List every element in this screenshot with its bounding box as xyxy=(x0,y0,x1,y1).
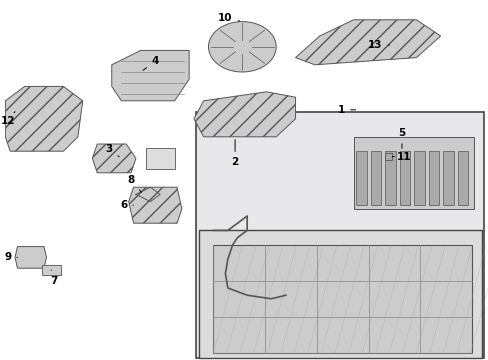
Polygon shape xyxy=(353,137,473,209)
Polygon shape xyxy=(213,245,471,353)
Text: 11: 11 xyxy=(391,152,411,162)
Polygon shape xyxy=(384,153,391,160)
Polygon shape xyxy=(128,187,182,223)
Bar xyxy=(413,151,424,205)
Bar xyxy=(399,151,409,205)
Text: 9: 9 xyxy=(4,252,18,262)
Text: 6: 6 xyxy=(120,200,133,210)
Text: 1: 1 xyxy=(337,105,355,115)
Polygon shape xyxy=(15,247,46,268)
Bar xyxy=(196,112,483,358)
Bar xyxy=(370,151,380,205)
Polygon shape xyxy=(41,265,61,275)
Bar xyxy=(442,151,453,205)
Polygon shape xyxy=(145,148,174,169)
Text: 3: 3 xyxy=(105,144,119,157)
Polygon shape xyxy=(112,50,189,101)
Text: 8: 8 xyxy=(127,175,141,192)
Polygon shape xyxy=(295,20,440,65)
Text: 13: 13 xyxy=(367,40,389,50)
Bar xyxy=(384,151,395,205)
Bar xyxy=(355,151,366,205)
Bar xyxy=(427,151,438,205)
Text: 12: 12 xyxy=(0,112,15,126)
Text: 10: 10 xyxy=(218,13,239,23)
Polygon shape xyxy=(92,144,136,173)
Polygon shape xyxy=(194,92,295,137)
Text: 7: 7 xyxy=(50,270,57,286)
Text: 5: 5 xyxy=(398,128,405,148)
Text: 2: 2 xyxy=(231,140,238,167)
Text: 4: 4 xyxy=(142,56,159,70)
Bar xyxy=(457,151,467,205)
Polygon shape xyxy=(5,86,82,151)
Polygon shape xyxy=(208,22,276,72)
Bar xyxy=(199,230,481,358)
